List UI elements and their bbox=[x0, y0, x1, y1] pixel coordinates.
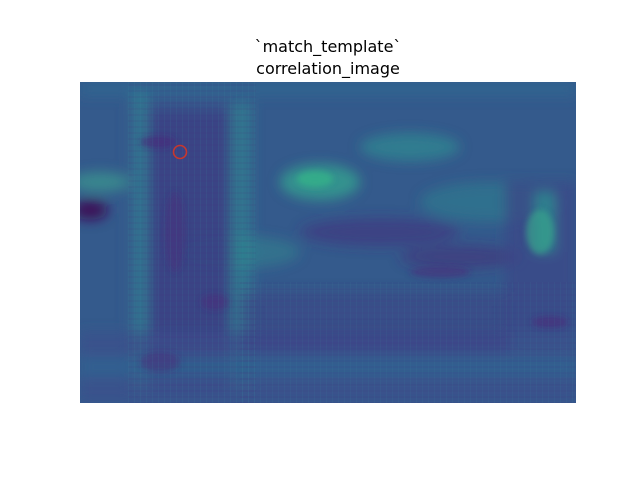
ground-texture bbox=[240, 282, 576, 403]
figure-title-line-1: `match_template` bbox=[254, 37, 402, 56]
match-location-marker bbox=[172, 144, 188, 160]
correlation-image bbox=[80, 82, 576, 403]
figure-title-line-2: correlation_image bbox=[256, 59, 400, 78]
correlation-image-axes bbox=[80, 82, 576, 403]
tower-texture bbox=[128, 82, 256, 403]
